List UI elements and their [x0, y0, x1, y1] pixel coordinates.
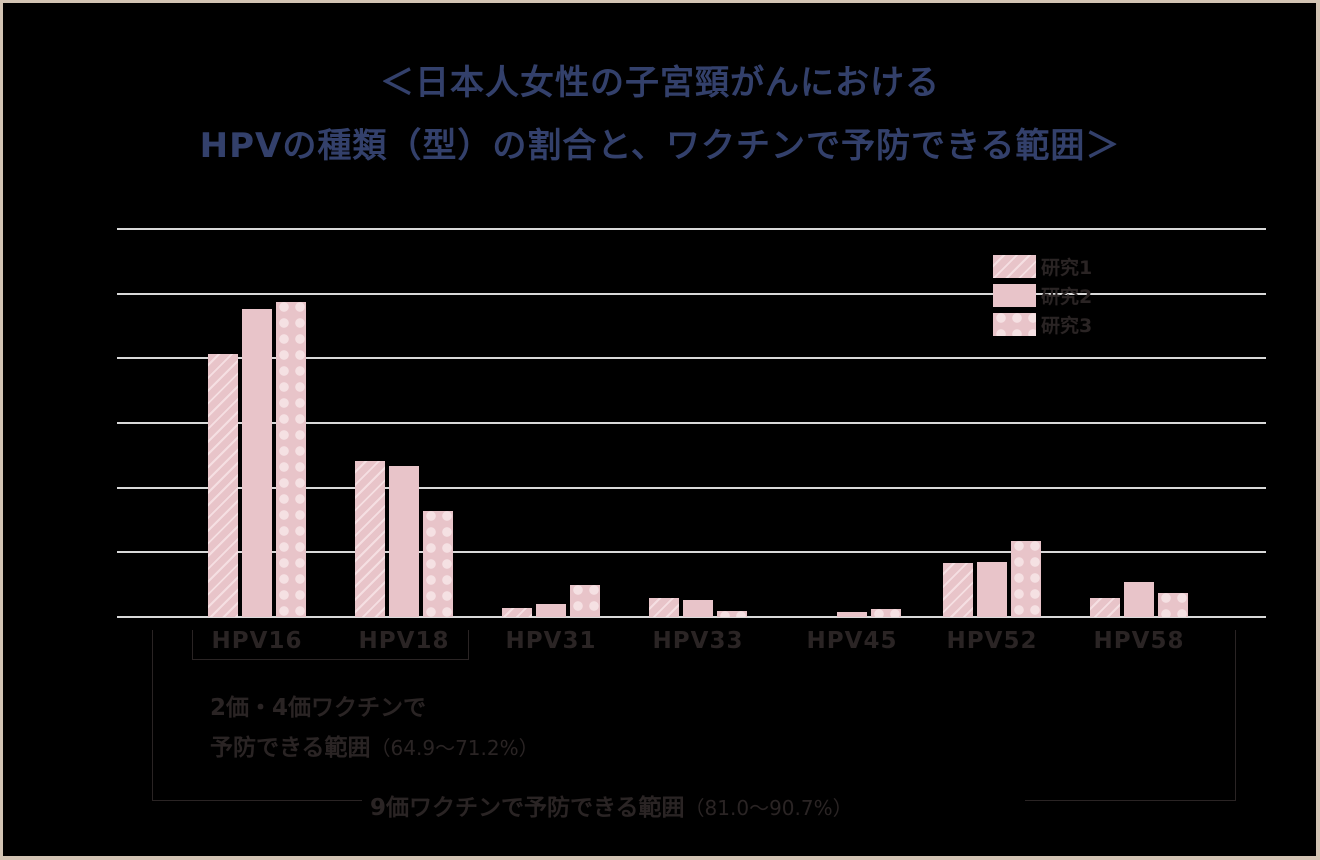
gridline: [117, 486, 1266, 489]
bar-hpv33-study2: [683, 600, 713, 617]
bar-hpv16-study3: [276, 302, 306, 617]
x-axis-label: HPV45: [806, 628, 898, 654]
legend-swatch-stripes: [993, 254, 1036, 278]
legend-item-study3: 研究3: [993, 312, 1093, 337]
legend-swatch-dots: [993, 312, 1036, 336]
bar-hpv52-study3: [1011, 541, 1041, 617]
legend-label: 研究1: [1041, 256, 1093, 279]
bivalent-bracket-bottom: [192, 659, 469, 660]
bivalent-label-line2: 予防できる範囲（64.9〜71.2%）: [210, 728, 539, 762]
gridline: [117, 551, 1266, 554]
bar-hpv52-study1: [943, 563, 973, 617]
gridline: [117, 422, 1266, 424]
x-axis-label: HPV31: [505, 628, 597, 654]
bar-hpv16-study1: [208, 354, 238, 617]
nonavalent-bracket-left: [152, 630, 153, 801]
x-axis-label: HPV33: [652, 628, 744, 654]
gridline: [117, 228, 1266, 230]
nonavalent-label-text: 9価ワクチンで予防できる範囲: [370, 795, 685, 821]
chart-title-line1: ＜日本人女性の子宮頸がんにおける: [380, 63, 940, 103]
chart-title-line2: HPVの種類（型）の割合と、ワクチンで予防できる範囲＞: [199, 126, 1121, 166]
bar-hpv33-study3: [717, 611, 747, 617]
gridline: [117, 616, 1266, 618]
gridline: [117, 357, 1266, 360]
legend-label: 研究2: [1041, 285, 1093, 308]
bivalent-label-line1: 2価・4価ワクチンで: [210, 695, 427, 721]
bar-hpv31-study1: [502, 608, 532, 617]
bivalent-bracket-left: [192, 630, 193, 660]
bar-hpv58-study2: [1124, 582, 1154, 617]
bar-hpv33-study1: [649, 598, 679, 617]
bar-hpv31-study3: [570, 585, 600, 617]
bar-hpv16-study2: [242, 309, 272, 617]
gridline: [117, 292, 1266, 295]
bivalent-range: （64.9〜71.2%）: [370, 736, 539, 760]
bar-hpv18-study3: [423, 511, 453, 617]
nonavalent-bracket-right: [1235, 630, 1236, 801]
bar-hpv45-study2: [837, 612, 867, 617]
nonavalent-bracket-bottom-left: [152, 800, 362, 801]
legend-item-study2: 研究2: [993, 283, 1093, 308]
legend-swatch-solid: [993, 283, 1036, 307]
bar-hpv58-study1: [1090, 598, 1120, 617]
x-axis-label: HPV18: [358, 628, 450, 654]
bivalent-label-text: 予防できる範囲: [210, 735, 371, 761]
nonavalent-bracket-bottom-right: [1025, 800, 1236, 801]
legend-label: 研究3: [1041, 314, 1093, 337]
bar-hpv58-study3: [1158, 593, 1188, 617]
bar-hpv31-study2: [536, 604, 566, 617]
nonavalent-range: （81.0〜90.7%）: [684, 796, 853, 820]
nonavalent-label: 9価ワクチンで予防できる範囲（81.0〜90.7%）: [370, 788, 853, 822]
x-axis-label: HPV52: [946, 628, 1038, 654]
legend-item-study1: 研究1: [993, 254, 1093, 279]
bar-hpv18-study1: [355, 461, 385, 617]
x-axis-label: HPV16: [211, 628, 303, 654]
bivalent-bracket-right: [468, 630, 469, 660]
x-axis-label: HPV58: [1093, 628, 1185, 654]
bar-hpv18-study2: [389, 466, 419, 617]
bar-hpv45-study3: [871, 609, 901, 617]
bar-hpv52-study2: [977, 562, 1007, 617]
